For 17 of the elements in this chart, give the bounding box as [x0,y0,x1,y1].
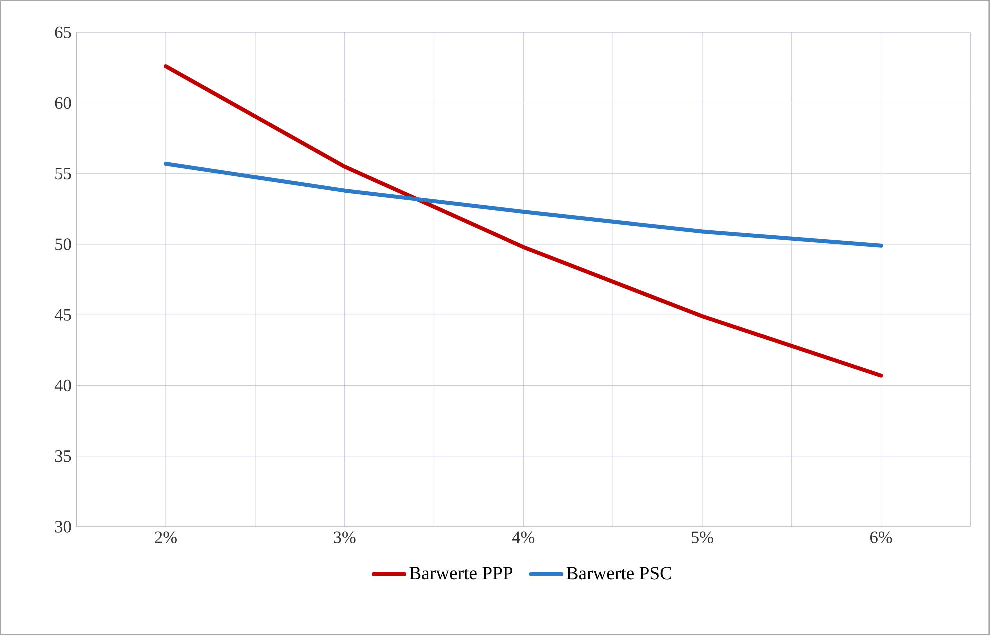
x-tick-label: 5% [692,532,714,544]
y-tick-label: 65 [55,27,72,39]
y-tick-label: 40 [54,380,72,392]
line-series [164,64,884,378]
x-tick-label: 3% [334,532,356,544]
legend-label: Barwerte PSC [566,567,672,580]
x-tick-label: 2% [155,532,177,544]
x-tick-label: 4% [512,532,535,544]
y-tick-label: 50 [56,238,72,251]
y-tick-label: 45 [54,310,72,322]
y-tick-label: 30 [55,521,72,534]
y-tick-label: 55 [56,168,72,180]
y-tick-label: 60 [55,98,72,110]
line-series [164,162,884,248]
legend-label: Barwerte PPP [410,567,513,580]
x-tick-label: 6% [870,532,892,544]
y-tick-label: 35 [55,450,72,462]
